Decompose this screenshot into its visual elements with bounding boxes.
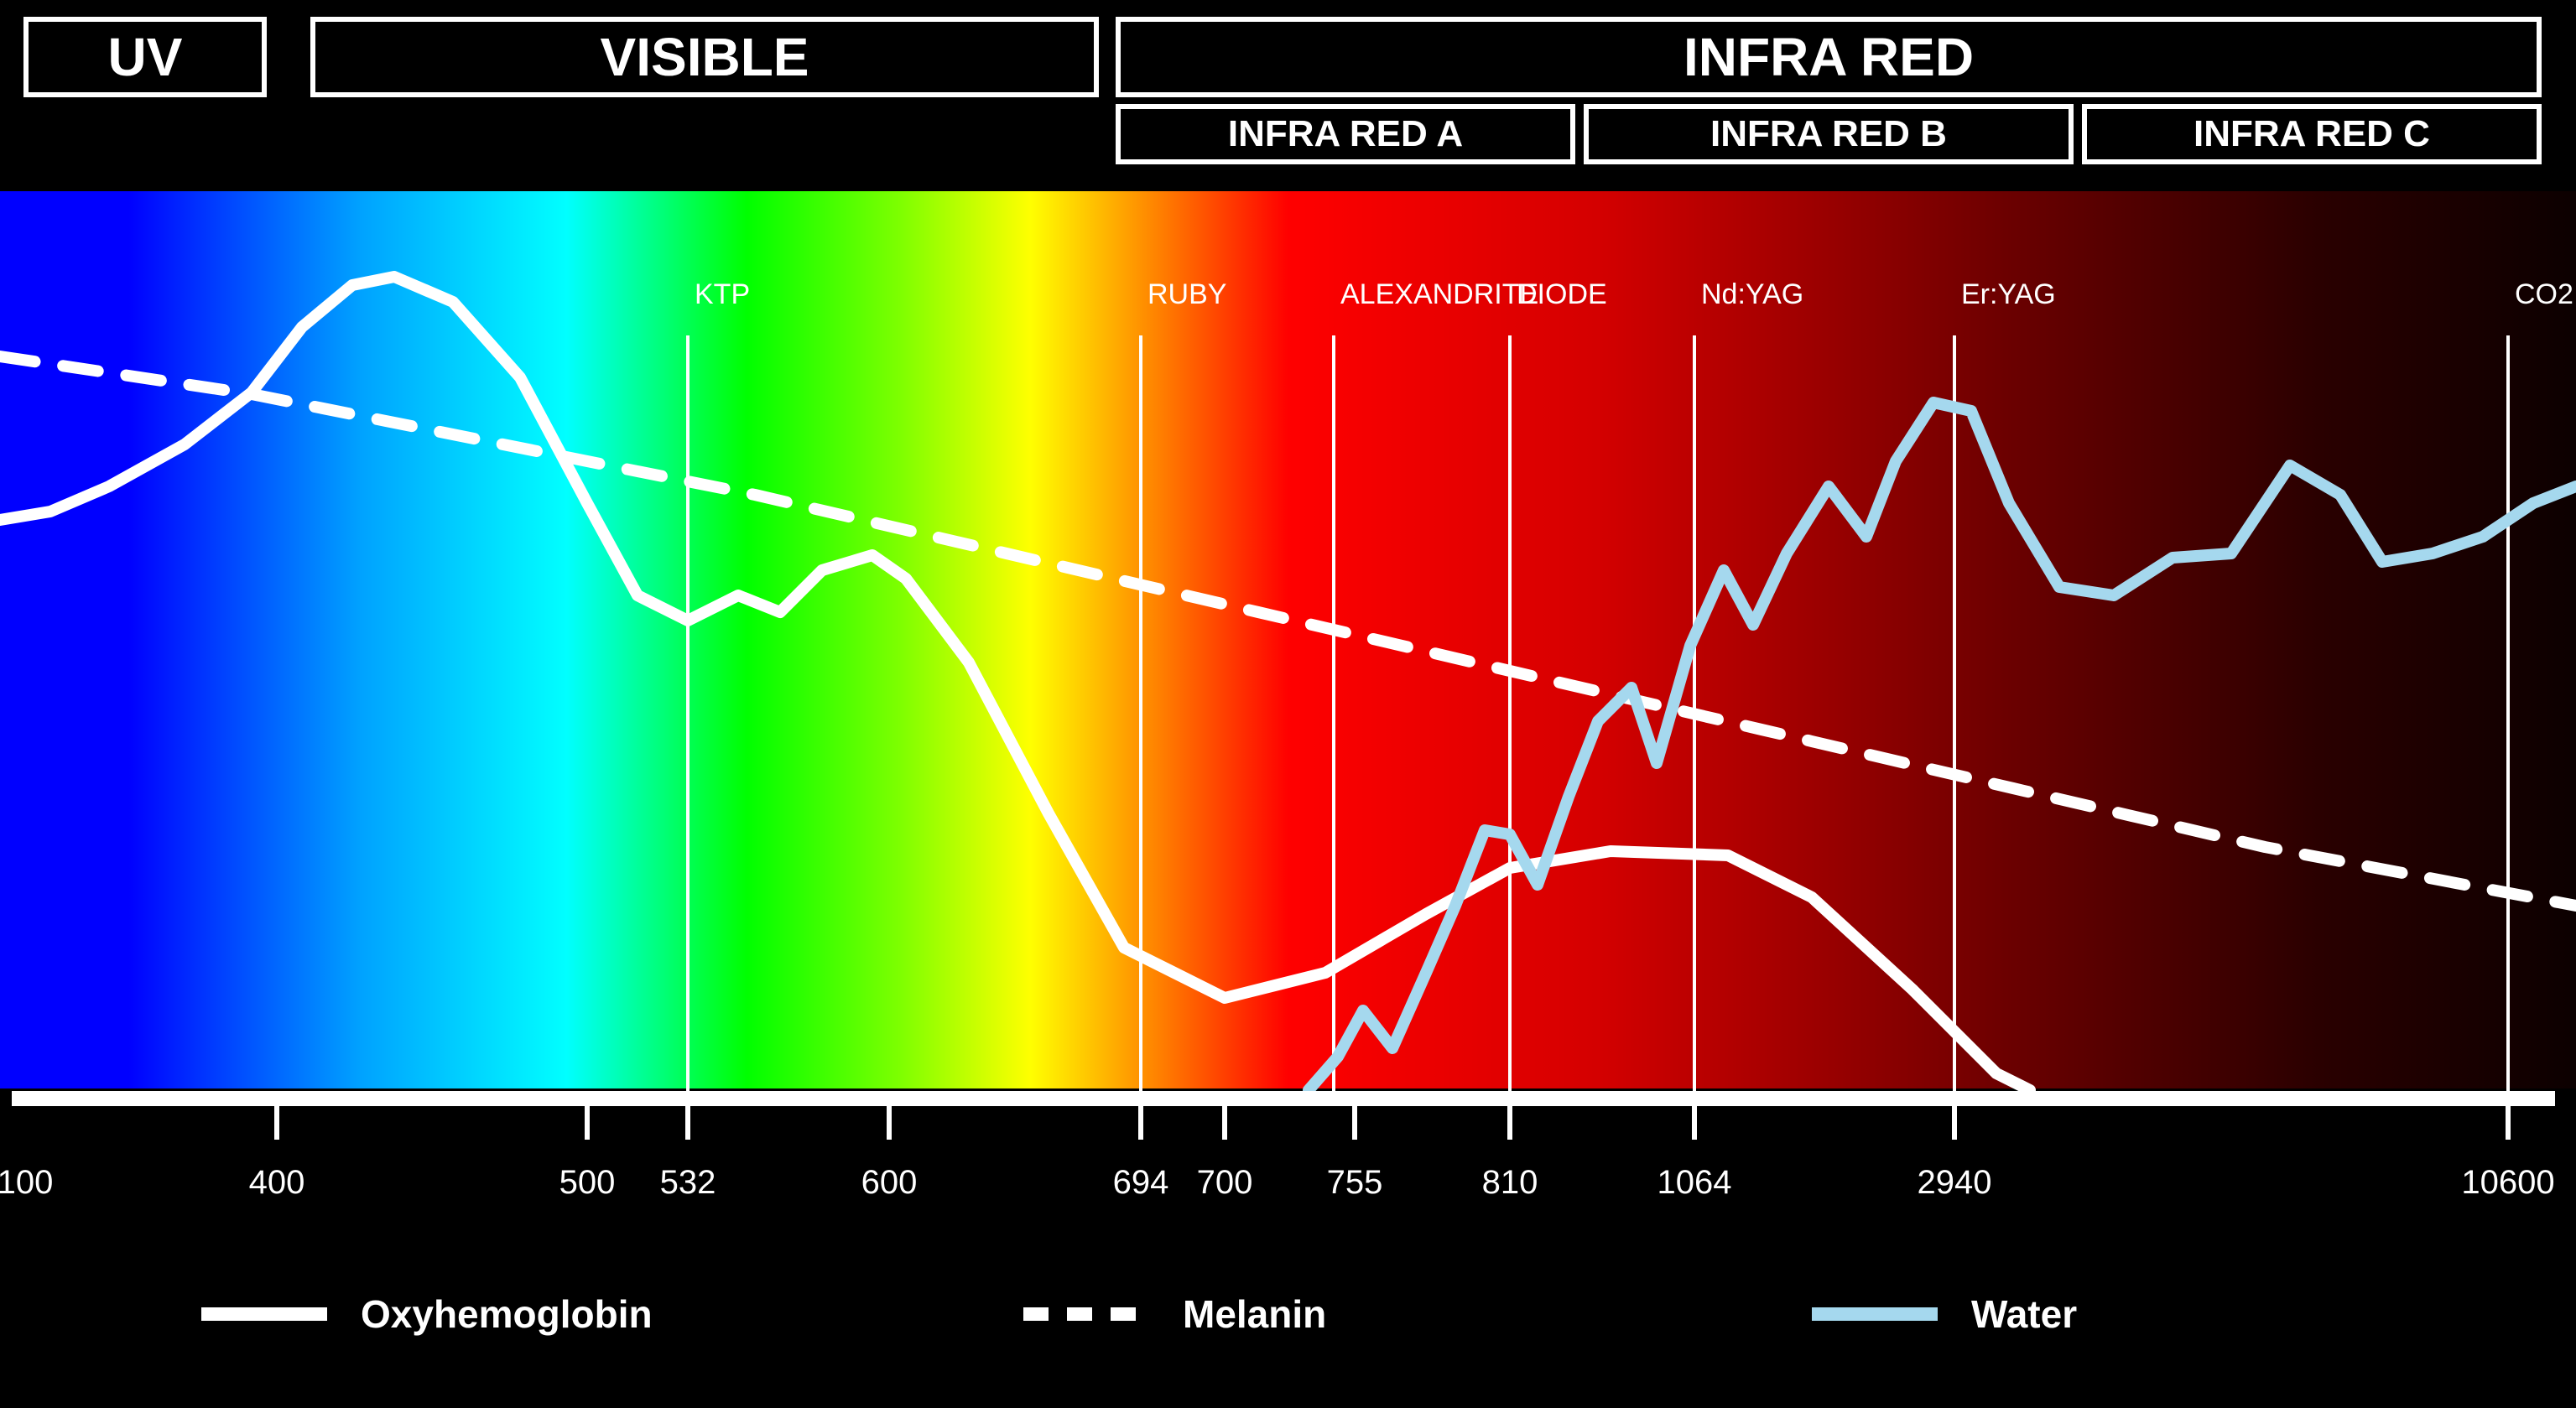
laser-label-ktp: KTP (695, 278, 750, 311)
axis-tick-label: 700 (1197, 1164, 1253, 1202)
legend-item-water: Water (1812, 1291, 2077, 1337)
legend-item-oxy: Oxyhemoglobin (201, 1291, 653, 1337)
legend: Oxyhemoglobin Melanin Water (0, 1291, 2576, 1359)
curve-water (1309, 403, 2576, 1090)
legend-label-water: Water (1971, 1291, 2077, 1337)
legend-swatch-oxy (201, 1297, 327, 1331)
absorption-curves-svg (0, 0, 2576, 1408)
laser-label-eryag: Er:YAG (1961, 278, 2056, 311)
laser-label-ndyag: Nd:YAG (1701, 278, 1803, 311)
laser-label-ruby: RUBY (1147, 278, 1226, 311)
axis-tick-label: 600 (861, 1164, 918, 1202)
axis-tick-label: 1064 (1657, 1164, 1732, 1202)
curve-oxyhemoglobin (0, 277, 2030, 1090)
axis-tick-label: 400 (249, 1164, 305, 1202)
axis-tick-label: 694 (1113, 1164, 1169, 1202)
laser-label-alexandrite: ALEXANDRITE (1340, 278, 1538, 311)
axis-tick-label: 810 (1482, 1164, 1538, 1202)
laser-label-co2: CO2 (2515, 278, 2573, 311)
legend-label-oxy: Oxyhemoglobin (361, 1291, 653, 1337)
legend-swatch-water (1812, 1297, 1938, 1331)
axis-tick-label: 2940 (1918, 1164, 1992, 1202)
legend-item-mel: Melanin (1023, 1291, 1326, 1337)
axis-tick-label: 532 (660, 1164, 716, 1202)
axis-tick-label: 10600 (2461, 1164, 2554, 1202)
axis-tick-label: 500 (559, 1164, 616, 1202)
legend-label-mel: Melanin (1183, 1291, 1326, 1337)
axis-tick-label: 100 (0, 1164, 53, 1202)
legend-swatch-mel (1023, 1297, 1149, 1331)
axis-tick-label: 755 (1327, 1164, 1383, 1202)
laser-label-diode: DIODE (1517, 278, 1607, 311)
curve-melanin (0, 356, 2576, 906)
